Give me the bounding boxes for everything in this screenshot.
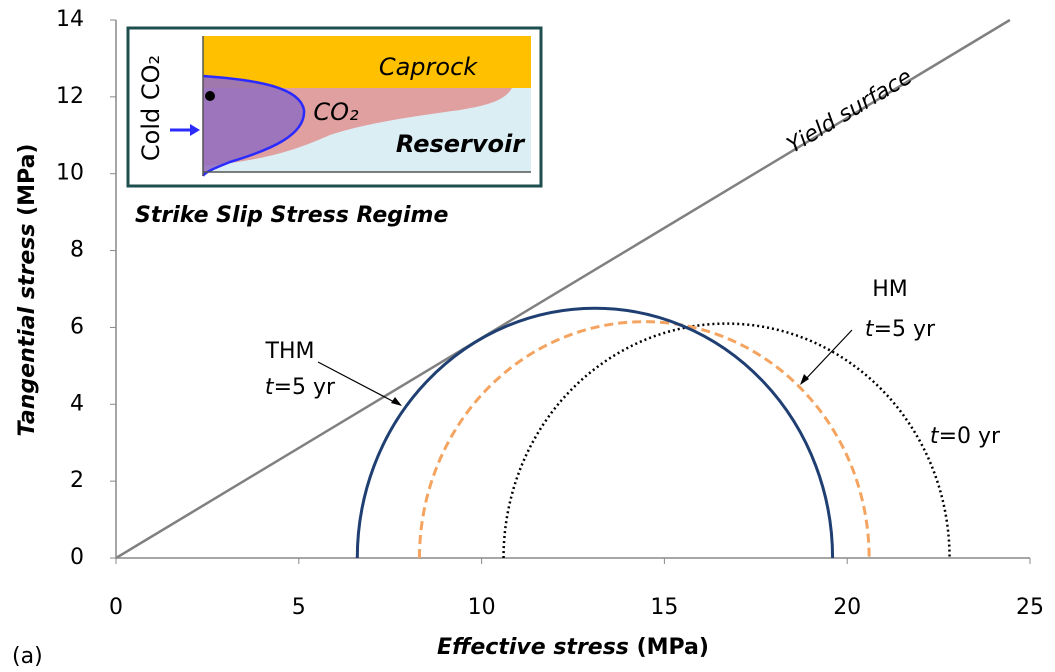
mohr-circle (502, 322, 951, 559)
y-axis-label: Tangential stress (MPa) (15, 144, 40, 437)
y-tick-label: 8 (70, 238, 84, 263)
y-tick-label: 2 (70, 468, 84, 493)
mohr-circle (355, 306, 835, 559)
monitor-point (205, 91, 215, 101)
cold-zone (203, 76, 305, 176)
y-tick-label: 12 (56, 84, 84, 109)
mohr-circle (417, 320, 871, 559)
annotation: t=5 yr (865, 317, 936, 342)
thm-pointer (317, 361, 399, 405)
co2-label: CO₂ (313, 98, 359, 126)
yield-line (115, 18, 1011, 560)
injection-label: Cold CO₂ (137, 55, 165, 161)
x-tick-label: 25 (1016, 595, 1044, 620)
reservoir-label: Reservoir (396, 130, 526, 158)
y-tick-label: 14 (56, 7, 84, 32)
panel-label: (a) (12, 644, 43, 669)
inset: Caprock CO₂ Reservoir Cold CO₂ Strike Sl… (126, 26, 543, 228)
x-tick-label: 15 (650, 595, 678, 620)
x-tick-label: 5 (292, 595, 306, 620)
x-tick-label: 10 (468, 595, 496, 620)
line-label: Yield surface (783, 65, 917, 159)
y-tick-label: 10 (56, 161, 84, 186)
caprock-label: Caprock (379, 53, 478, 81)
thm-pointer-head (391, 397, 402, 406)
caprock-layer (203, 36, 531, 88)
hm-pointer-head (800, 374, 809, 385)
x-tick-label: 0 (109, 595, 123, 620)
annotation: HM (872, 277, 908, 302)
inset-title: Strike Slip Stress Regime (135, 203, 448, 228)
x-tick-label: 20 (833, 595, 861, 620)
hm-pointer (802, 329, 853, 383)
inject-arrow-head (190, 124, 200, 136)
annotation: t=0 yr (930, 424, 1001, 449)
y-tick-label: 6 (70, 314, 84, 339)
y-tick-label: 4 (70, 391, 84, 416)
cold-front (201, 74, 306, 177)
annotation: t=5 yr (265, 375, 336, 400)
annotation: THM (265, 339, 315, 364)
x-axis-label: Effective stress (MPa) (437, 635, 709, 660)
y-tick-label: 0 (70, 545, 84, 570)
